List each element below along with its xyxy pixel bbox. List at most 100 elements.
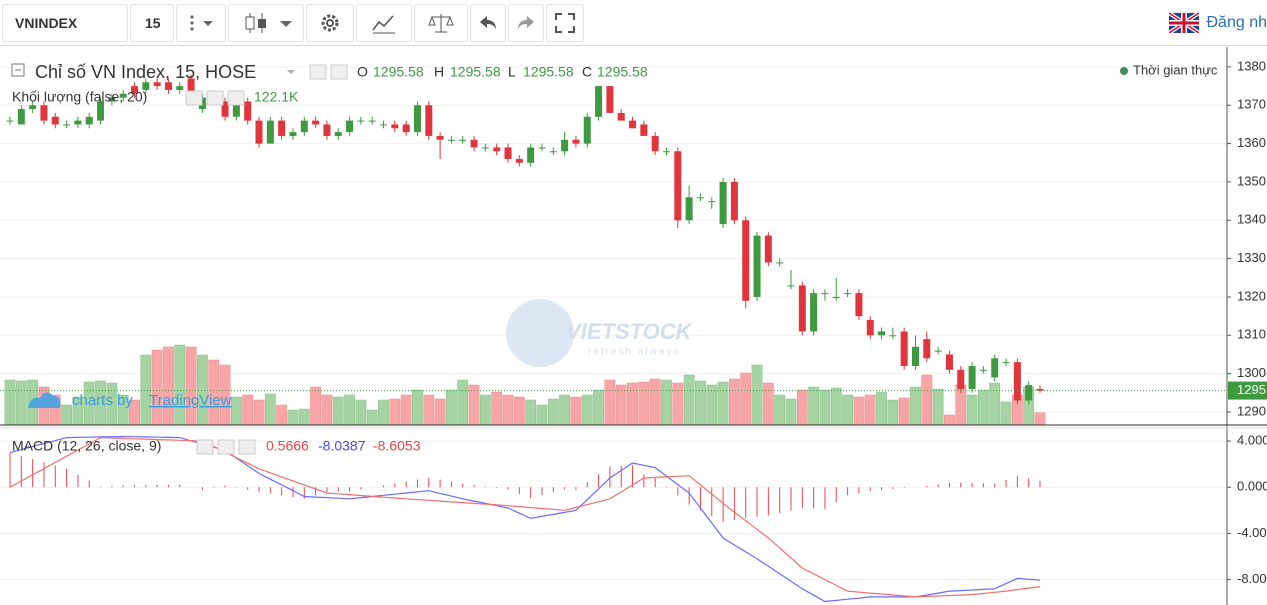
candle-body: [51, 116, 59, 125]
candle-body: [368, 120, 376, 122]
volume-bar: [581, 394, 593, 426]
candle-body: [640, 124, 648, 136]
login[interactable]: Đăng nh: [1168, 0, 1267, 46]
volume-bar: [977, 389, 989, 426]
volume-bar: [785, 398, 797, 426]
candle-body: [866, 319, 874, 336]
volume-bar: [242, 394, 254, 426]
candle-body: [436, 135, 444, 140]
volume-bar: [910, 386, 921, 426]
redo-button[interactable]: [508, 3, 544, 42]
candle-body: [504, 147, 512, 159]
candle-body: [979, 369, 987, 371]
candle-body: [164, 82, 172, 90]
candle-body: [85, 116, 93, 125]
settings-button[interactable]: [306, 3, 354, 42]
ohlc-legend-label: C: [582, 64, 592, 80]
volume-bar: [264, 393, 276, 426]
last-price-box: [1228, 381, 1267, 400]
candle-body: [606, 86, 614, 113]
candle-body: [153, 82, 161, 87]
candle-body: [957, 369, 965, 389]
candle-body: [289, 132, 297, 136]
candle-body: [346, 120, 354, 133]
candle-body: [97, 101, 105, 121]
watermark-cloud: [28, 392, 61, 408]
volume-bar: [253, 399, 265, 426]
volume-bar: [230, 396, 242, 426]
more-intervals[interactable]: [176, 3, 226, 42]
candle-body: [776, 262, 784, 264]
candle-body: [991, 358, 999, 378]
login-text[interactable]: Đăng nh: [1206, 14, 1267, 31]
chart-title: Chỉ số VN Index, 15, HOSE: [35, 62, 256, 82]
volume-bar: [446, 389, 457, 426]
candle-body: [142, 82, 150, 90]
volume-bar: [4, 379, 16, 426]
candle-body: [74, 120, 82, 125]
candle-body: [357, 120, 365, 122]
macd-legend-value: -8.0387: [318, 438, 366, 454]
candle-body: [923, 339, 931, 359]
volume-bar: [502, 394, 514, 426]
legend-icon: [206, 90, 224, 106]
volume-bar: [423, 394, 435, 426]
volume-bar: [593, 389, 604, 426]
icon: [555, 12, 575, 33]
volume-bar: [796, 389, 808, 426]
volume-bar: [932, 388, 944, 426]
candle-body: [538, 147, 546, 149]
legend-icon: [330, 64, 348, 80]
candle-body: [515, 158, 523, 163]
volume-bar: [661, 379, 672, 426]
candle-body: [719, 181, 727, 225]
volume-bar: [491, 391, 503, 426]
fullscreen-button[interactable]: [546, 3, 584, 42]
volume-bar: [740, 372, 752, 426]
candle-body: [413, 105, 421, 133]
candle-body: [17, 109, 25, 125]
symbol-input[interactable]: VNINDEX: [2, 3, 128, 42]
volume-bar: [151, 349, 163, 426]
candle-body: [221, 101, 229, 117]
y-tick-label: 1370: [1237, 97, 1266, 112]
candle-body: [323, 124, 331, 136]
volume-bar: [683, 374, 695, 426]
y-tick-label: 1340: [1237, 212, 1266, 227]
candle-body: [425, 105, 433, 136]
legend-icon: [238, 439, 256, 455]
volume-bar: [989, 382, 1001, 426]
candle-body: [63, 124, 71, 126]
candle-body: [629, 120, 637, 129]
legend-icon: [309, 64, 327, 80]
volume-bar: [921, 374, 933, 426]
undo-button[interactable]: [470, 3, 506, 42]
candle-body: [391, 124, 399, 129]
candle-body: [911, 346, 919, 366]
candle-body: [493, 147, 501, 152]
macd-legend: MACD (12, 26, close, 9): [12, 438, 161, 454]
icon: [245, 12, 292, 33]
volume-bar: [898, 397, 910, 426]
ohlc-legend-label: H: [434, 64, 444, 80]
chart-style-button[interactable]: [228, 3, 304, 42]
candle-body: [844, 293, 852, 295]
volume-bar: [649, 378, 661, 426]
y-tick-label: 1290: [1237, 403, 1266, 418]
volume-bar: [366, 409, 378, 426]
volume-bar: [570, 396, 582, 426]
compare-button[interactable]: [414, 3, 468, 42]
indicators-button[interactable]: [356, 3, 412, 42]
volume-bar: [672, 382, 684, 426]
candle-body: [380, 124, 388, 126]
volume-bar: [830, 387, 842, 426]
legend-icon: [185, 90, 203, 106]
volume-bar: [378, 399, 389, 426]
volume-bar: [1000, 401, 1012, 426]
volume-bar: [751, 364, 763, 426]
volume-bar: [412, 389, 423, 426]
interval-button[interactable]: 15: [130, 3, 174, 42]
candle-body: [583, 116, 591, 144]
candle-body: [447, 139, 455, 141]
